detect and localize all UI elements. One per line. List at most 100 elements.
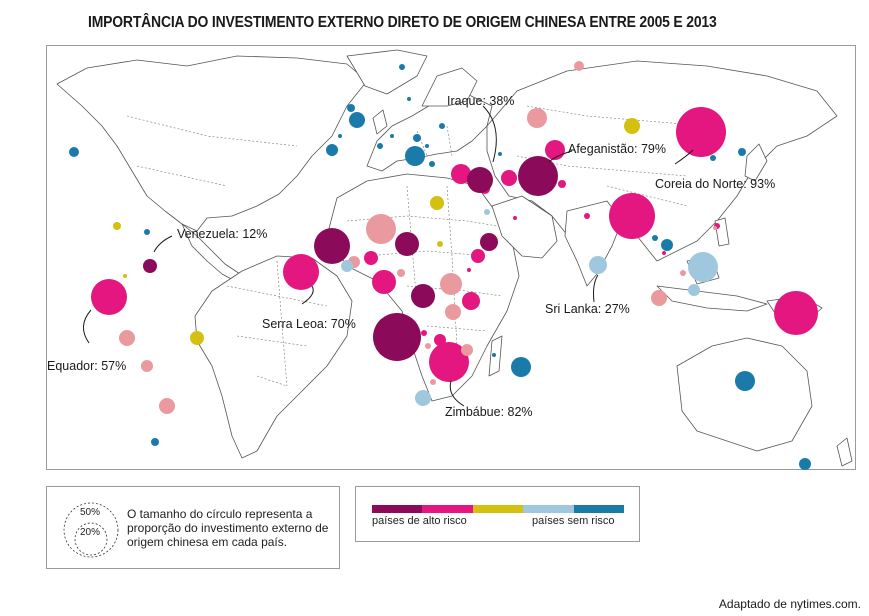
kyrgyzstan-circle (498, 152, 502, 156)
ethiopia-circle (467, 268, 471, 272)
namibia-circle (430, 379, 436, 385)
nz-circle (799, 458, 811, 470)
north-korea-circle (676, 107, 726, 157)
size-legend: 50% 20% O tamanho do círculo representa … (46, 486, 340, 569)
landmasses (56, 49, 853, 467)
egypt-circle (437, 241, 443, 247)
gulf-circle (484, 209, 490, 215)
ireland-circle (338, 134, 342, 138)
mauritius-circle (511, 357, 531, 377)
risk-segment-2 (422, 505, 473, 513)
png-circle (774, 291, 818, 335)
canada-circle (69, 147, 79, 157)
niger-circle (364, 251, 378, 265)
chad-circle (341, 260, 353, 272)
callout-venezuela: Venezuela: 12% (177, 227, 268, 241)
nigeria-circle (372, 270, 396, 294)
indonesia (656, 285, 768, 312)
yemen-circle (480, 233, 498, 251)
myanmar-circle (609, 193, 655, 239)
uzbekistan-circle (545, 140, 565, 160)
world-map: Venezuela: 12% Equador: 57% Serra Leoa: … (46, 45, 856, 470)
iran-circle (501, 170, 517, 186)
poland-circle (413, 134, 421, 142)
scandinavia (421, 67, 478, 107)
angola-circle (425, 343, 431, 349)
germany-circle (390, 134, 394, 138)
risk-segment-4 (523, 505, 574, 513)
venezuela-circle (143, 259, 157, 273)
argentina-circle (159, 398, 175, 414)
callout-coreia: Coreia do Norte: 93% (655, 177, 776, 191)
size-legend-text: O tamanho do círculo representa a propor… (127, 507, 329, 549)
risk-high-label: países de alto risco (372, 515, 467, 527)
hungary-circle (425, 144, 429, 148)
tanzania-circle (421, 330, 427, 336)
ukraine-circle (439, 123, 445, 129)
somalia-circle (445, 304, 461, 320)
cambodia-circle (680, 270, 686, 276)
saudi-circle (430, 196, 444, 210)
libya-circle (395, 232, 419, 256)
map-canvas (56, 49, 853, 470)
guyana-circle (123, 274, 127, 278)
risk-segment-1 (372, 505, 423, 513)
malaysia-circle (688, 284, 700, 296)
greenland (346, 49, 428, 95)
turkey-circle (451, 164, 471, 184)
japan (744, 143, 768, 182)
mozambique-circle (461, 344, 473, 356)
bolivia-circle (141, 360, 153, 372)
callout-afeganistao: Afeganistão: 79% (568, 142, 666, 156)
map-title: IMPORTÂNCIA DO INVESTIMENTO EXTERNO DIRE… (88, 14, 717, 31)
callout-lines (83, 105, 694, 407)
australia (676, 337, 813, 452)
size-rings (63, 502, 119, 558)
investment-circles (69, 61, 818, 470)
peru-circle (119, 330, 135, 346)
callout-equador: Equador: 57% (47, 359, 127, 373)
arabia (491, 195, 558, 259)
cuba-circle (113, 222, 121, 230)
indonesia-circle (651, 290, 667, 306)
risk-segment-3 (472, 505, 524, 513)
philippines-circle (688, 252, 718, 282)
kazakhstan-circle (527, 108, 547, 128)
uk (372, 109, 388, 135)
north-america (56, 55, 368, 232)
laos-circle (662, 251, 666, 255)
sweden-circle (349, 112, 365, 128)
chile-circle (151, 438, 159, 446)
callout-zimbabue: Zimbábue: 82% (445, 405, 533, 419)
risk-legend: países de alto risco países sem risco (355, 486, 640, 542)
france-circle (377, 143, 383, 149)
sierra-leone-circle (283, 254, 319, 290)
mauritania-circle (314, 228, 350, 264)
risk-color-scale (372, 505, 625, 513)
risk-none-label: países sem risco (532, 515, 615, 527)
norway-circle (347, 104, 355, 112)
italy-circle (405, 146, 425, 166)
algeria-circle (366, 214, 396, 244)
source-credit: Adaptado de nytimes.com. (718, 597, 861, 611)
south-korea-circle (710, 155, 716, 161)
new-zealand (836, 437, 853, 467)
ring-outer-label: 50% (80, 507, 101, 518)
mongolia-circle (624, 118, 640, 134)
pakistan-circle (558, 180, 566, 188)
centralafrica-circle (397, 269, 405, 277)
vietnam-circle (661, 239, 673, 251)
greece-circle (429, 161, 435, 167)
callout-sri-lanka: Sri Lanka: 27% (545, 302, 630, 316)
afghanistan-circle (518, 156, 558, 196)
brunei-circle (713, 226, 717, 230)
callout-serra-leoa: Serra Leoa: 70% (262, 317, 356, 331)
risk-segment-5 (573, 505, 625, 513)
madagascar-circle (492, 353, 496, 357)
russia-circle (574, 61, 584, 71)
ring-inner-label: 20% (80, 527, 101, 538)
japan-circle (738, 148, 746, 156)
philippines (714, 217, 730, 247)
congo-circle (373, 313, 421, 361)
thailand-circle (652, 235, 658, 241)
